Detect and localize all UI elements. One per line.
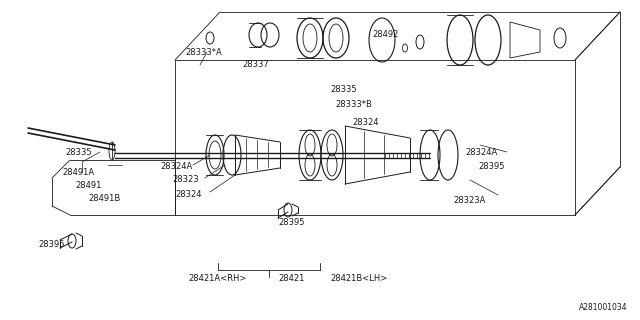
Text: 28491: 28491 xyxy=(75,181,101,190)
Text: 28324A: 28324A xyxy=(465,148,497,157)
Text: 28333*B: 28333*B xyxy=(335,100,372,109)
Text: 28421A<RH>: 28421A<RH> xyxy=(188,274,246,283)
Text: 28395: 28395 xyxy=(278,218,305,227)
Text: 28323A: 28323A xyxy=(453,196,485,205)
Text: 28324A: 28324A xyxy=(160,162,192,171)
Text: 28323: 28323 xyxy=(172,175,198,184)
Text: A281001034: A281001034 xyxy=(579,303,628,312)
Text: 28333*A: 28333*A xyxy=(185,48,221,57)
Text: 28324: 28324 xyxy=(175,190,202,199)
Text: 28335: 28335 xyxy=(65,148,92,157)
Text: 28492: 28492 xyxy=(372,30,398,39)
Text: 28395: 28395 xyxy=(38,240,65,249)
Text: 28491B: 28491B xyxy=(88,194,120,203)
Text: 28395: 28395 xyxy=(478,162,504,171)
Text: 28421B<LH>: 28421B<LH> xyxy=(330,274,387,283)
Text: 28324: 28324 xyxy=(352,118,378,127)
Text: 28335: 28335 xyxy=(330,85,356,94)
Text: 28421: 28421 xyxy=(278,274,305,283)
Text: 28337: 28337 xyxy=(242,60,269,69)
Text: 28491A: 28491A xyxy=(62,168,94,177)
